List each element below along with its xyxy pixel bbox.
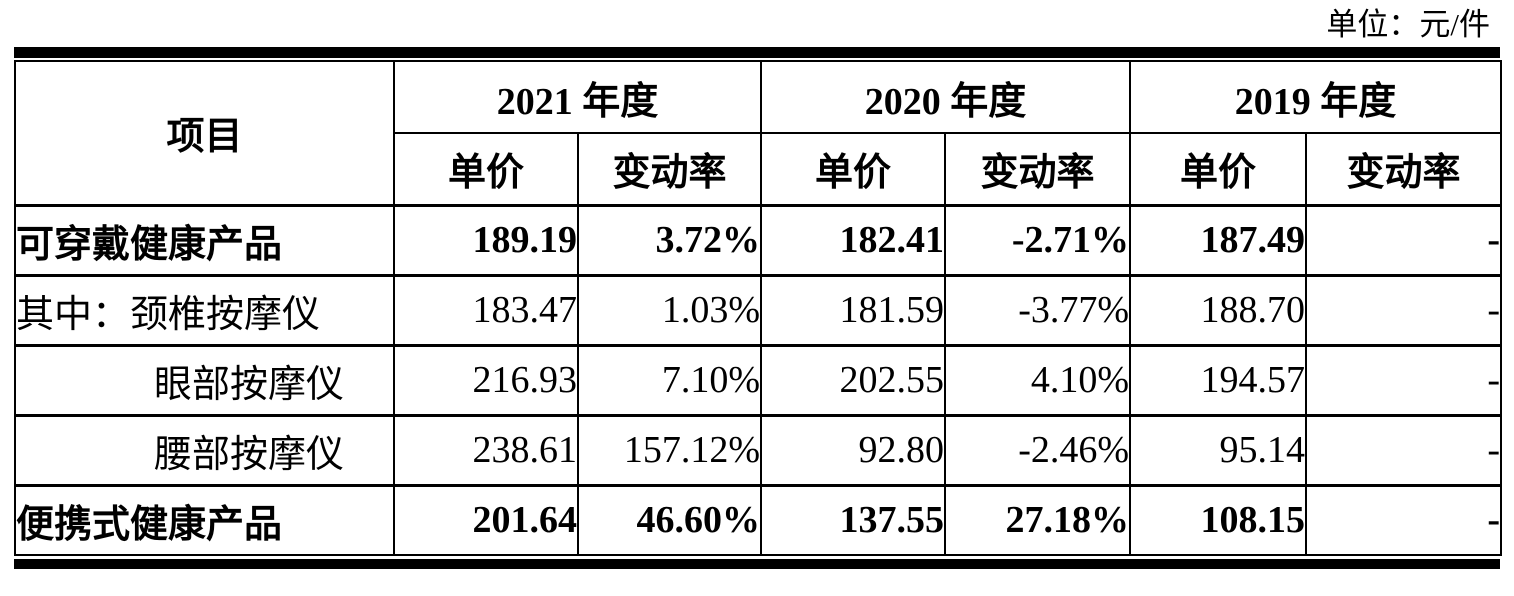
- value-cell: 183.47: [393, 273, 579, 346]
- value-cell: 182.41: [760, 203, 947, 276]
- value-cell: 4.10%: [944, 343, 1132, 416]
- value-cell: -: [1305, 273, 1503, 346]
- value-cell: 108.15: [1129, 483, 1308, 556]
- row-label-cell: 眼部按摩仪: [14, 343, 395, 416]
- value-cell: 189.19: [393, 203, 579, 276]
- value-cell: -: [1305, 343, 1503, 416]
- value-cell: -3.77%: [944, 273, 1132, 346]
- value-cell: 46.60%: [576, 483, 763, 556]
- header-year-2021: 2021 年度: [392, 60, 763, 134]
- table-row-neck-massager: 其中：颈椎按摩仪 183.47 1.03% 181.59 -3.77% 188.…: [14, 273, 1503, 346]
- unit-price-table: 项目 2021 年度 2020 年度 2019 年度 单价 变动率 单价 变动率…: [14, 60, 1503, 556]
- header-unit-price-2020: 单价: [760, 132, 947, 207]
- value-cell: 238.61: [393, 413, 579, 486]
- header-year-2019: 2019 年度: [1129, 60, 1503, 134]
- row-label-cell: 其中：颈椎按摩仪: [14, 273, 395, 346]
- value-cell: -2.46%: [944, 413, 1132, 486]
- year-header-row: 项目 2021 年度 2020 年度 2019 年度: [14, 60, 1503, 206]
- header-change-rate-2019: 变动率: [1305, 132, 1503, 207]
- value-cell: -: [1305, 413, 1503, 486]
- table-bottom-thick-rule: [14, 559, 1500, 569]
- value-cell: 137.55: [760, 483, 947, 556]
- value-cell: 201.64: [393, 483, 579, 556]
- header-unit-price-2021: 单价: [393, 132, 579, 207]
- value-cell: 92.80: [760, 413, 947, 486]
- value-cell: 188.70: [1129, 273, 1308, 346]
- row-label-cell: 便携式健康产品: [14, 483, 395, 556]
- value-cell: 216.93: [393, 343, 579, 416]
- table-top-thick-rule: [14, 47, 1500, 58]
- table-row-waist-massager: 腰部按摩仪 238.61 157.12% 92.80 -2.46% 95.14 …: [14, 413, 1503, 486]
- table-row-eye-massager: 眼部按摩仪 216.93 7.10% 202.55 4.10% 194.57 -: [14, 343, 1503, 416]
- header-item: 项目: [14, 60, 395, 206]
- value-cell: -2.71%: [944, 203, 1132, 276]
- value-cell: 202.55: [760, 343, 947, 416]
- value-cell: -: [1305, 483, 1503, 556]
- header-change-rate-2020: 变动率: [944, 132, 1132, 207]
- table-row-wearable-products: 可穿戴健康产品 189.19 3.72% 182.41 -2.71% 187.4…: [14, 203, 1503, 276]
- table-row-portable-products: 便携式健康产品 201.64 46.60% 137.55 27.18% 108.…: [14, 483, 1503, 556]
- row-label-cell: 可穿戴健康产品: [14, 203, 395, 276]
- value-cell: 194.57: [1129, 343, 1308, 416]
- row-label-cell: 腰部按摩仪: [14, 413, 395, 486]
- header-change-rate-2021: 变动率: [576, 132, 763, 207]
- value-cell: 27.18%: [944, 483, 1132, 556]
- value-cell: 187.49: [1129, 203, 1308, 276]
- value-cell: 1.03%: [576, 273, 763, 346]
- value-cell: -: [1305, 203, 1503, 276]
- value-cell: 3.72%: [576, 203, 763, 276]
- sub-header-row: 单价 变动率 单价 变动率 单价 变动率: [15, 132, 1503, 207]
- header-unit-price-2019: 单价: [1129, 132, 1308, 207]
- value-cell: 95.14: [1129, 413, 1308, 486]
- value-cell: 181.59: [760, 273, 947, 346]
- header-year-2020: 2020 年度: [760, 60, 1132, 134]
- unit-label: 单位：元/件: [1326, 7, 1490, 42]
- value-cell: 157.12%: [576, 413, 763, 486]
- value-cell: 7.10%: [576, 343, 763, 416]
